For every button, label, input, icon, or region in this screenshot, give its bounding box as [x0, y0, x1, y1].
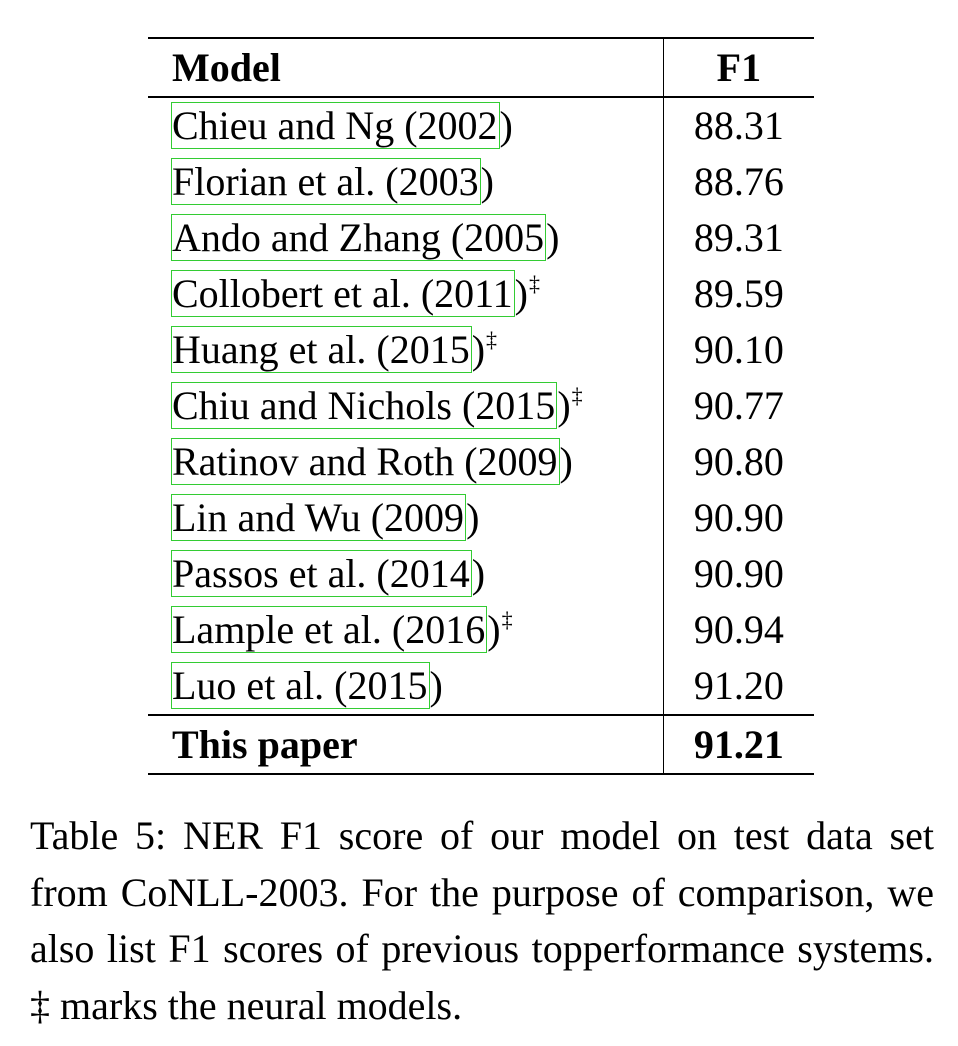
table-row: Luo et al. (2015) 91.20 [148, 658, 814, 715]
f1-cell: 90.90 [693, 551, 784, 596]
citation-link[interactable]: Huang et al. (2015 [171, 326, 472, 373]
citation-link[interactable]: Ando and Zhang (2005 [171, 214, 547, 261]
citation-close: ) [471, 551, 486, 596]
model-cell: Ando and Zhang (2005) [148, 210, 664, 266]
model-cell: Lample et al. (2016)‡ [148, 602, 664, 658]
citation-close: ) [557, 383, 571, 428]
f1-cell: 89.59 [693, 271, 784, 316]
table-row: Ratinov and Roth (2009) 90.80 [148, 434, 814, 490]
citation-link[interactable]: Lample et al. (2016 [171, 606, 488, 653]
citation-link[interactable]: Collobert et al. (2011 [171, 270, 515, 317]
citation-close: ) [514, 271, 528, 316]
f1-cell: 90.94 [693, 607, 784, 652]
citation-close: ) [429, 663, 443, 708]
f1-cell: 90.10 [693, 327, 784, 372]
citation-close: ) [499, 103, 513, 148]
model-cell: Chieu and Ng (2002) [148, 97, 664, 154]
this-paper-model: This paper [148, 714, 664, 775]
header-f1: F1 [663, 37, 814, 98]
results-table: Model F1 Chieu and Ng (2002) 88.31 Florian… [148, 37, 814, 775]
citation-close: ) [546, 215, 560, 260]
header-row: Model F1 [148, 37, 814, 98]
table-row: Huang et al. (2015)‡ 90.10 [148, 322, 814, 378]
model-cell: Passos et al. (2014) [148, 546, 664, 602]
citation-close: ) [487, 607, 501, 652]
f1-cell: 88.76 [693, 159, 784, 204]
neural-model-mark: ‡ [486, 327, 498, 352]
citation-link[interactable]: Chieu and Ng (2002 [171, 102, 500, 149]
model-cell: Luo et al. (2015) [148, 658, 664, 715]
model-cell: Collobert et al. (2011)‡ [148, 266, 664, 322]
neural-model-mark: ‡ [571, 383, 583, 408]
model-cell: Ratinov and Roth (2009) [148, 434, 664, 490]
citation-link[interactable]: Passos et al. (2014 [171, 550, 472, 597]
table-row: Florian et al. (2003) 88.76 [148, 154, 814, 210]
citation-link[interactable]: Lin and Wu (2009 [171, 494, 467, 541]
f1-cell: 89.31 [693, 215, 784, 260]
table-row: Chiu and Nichols (2015)‡ 90.77 [148, 378, 814, 434]
model-cell: Chiu and Nichols (2015)‡ [148, 378, 664, 434]
f1-cell: 91.20 [693, 663, 784, 708]
citation-close: ) [471, 327, 486, 372]
f1-cell: 88.31 [693, 103, 784, 148]
citation-link[interactable]: Chiu and Nichols (2015 [171, 382, 558, 429]
citation-close: ) [559, 439, 573, 484]
table-row: Passos et al. (2014) 90.90 [148, 546, 814, 602]
model-cell: Huang et al. (2015)‡ [148, 322, 664, 378]
table-row: Collobert et al. (2011)‡ 89.59 [148, 266, 814, 322]
f1-cell: 90.90 [693, 495, 784, 540]
table-row: Ando and Zhang (2005) 89.31 [148, 210, 814, 266]
neural-model-mark: ‡ [529, 271, 540, 296]
neural-model-mark: ‡ [501, 607, 513, 632]
citation-link[interactable]: Luo et al. (2015 [171, 662, 430, 709]
table-row: Lample et al. (2016)‡ 90.94 [148, 602, 814, 658]
model-cell: Florian et al. (2003) [148, 154, 664, 210]
table-row: Lin and Wu (2009) 90.90 [148, 490, 814, 546]
table-row: Chieu and Ng (2002) 88.31 [148, 97, 814, 154]
this-paper-row: This paper 91.21 [148, 714, 814, 775]
table-caption: Table 5: NER F1 score of our model on te… [30, 813, 934, 1028]
citation-close: ) [466, 495, 480, 540]
citation-link[interactable]: Florian et al. (2003 [171, 158, 481, 205]
citation-close: ) [480, 159, 494, 204]
this-paper-f1: 91.21 [663, 714, 814, 775]
header-model: Model [148, 37, 664, 98]
f1-cell: 90.80 [693, 439, 784, 484]
f1-cell: 90.77 [693, 383, 784, 428]
citation-link[interactable]: Ratinov and Roth (2009 [171, 438, 560, 485]
model-cell: Lin and Wu (2009) [148, 490, 664, 546]
table-body: Chieu and Ng (2002) 88.31 Florian et al. (… [148, 97, 814, 715]
